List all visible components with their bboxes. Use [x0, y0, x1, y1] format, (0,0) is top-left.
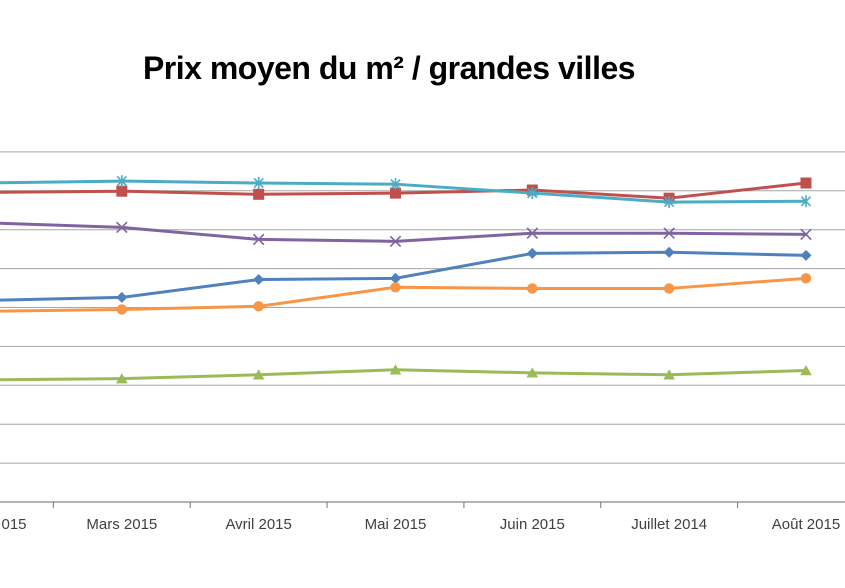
series-teal-asterisk-marker — [390, 178, 401, 191]
series-red-square-marker — [253, 188, 265, 200]
series-blue-diamond-marker — [389, 272, 401, 284]
series-green-triangle-marker — [116, 373, 128, 384]
x-tick-label: Juin 2015 — [500, 516, 565, 533]
series-teal-asterisk-marker — [527, 187, 538, 200]
x-tick-label: 015 — [1, 516, 26, 533]
series-blue-diamond-marker — [663, 246, 675, 258]
series-blue-diamond-marker — [526, 247, 538, 259]
series-red-square-marker — [800, 177, 812, 189]
series-blue-diamond-marker — [253, 273, 265, 285]
series-teal-asterisk-marker — [116, 175, 127, 188]
series-teal-asterisk-marker — [663, 196, 675, 209]
series-green-triangle-marker — [663, 369, 675, 380]
chart-title: Prix moyen du m² / grandes villes — [142, 50, 636, 86]
x-tick-label: Mai 2015 — [365, 516, 427, 533]
series-orange-circle-marker — [527, 283, 538, 294]
series-purple-x-marker — [800, 228, 812, 241]
series-green-triangle-marker — [389, 364, 402, 375]
series-purple-x-marker — [116, 221, 128, 234]
series-purple-x-marker — [663, 227, 675, 239]
series-red-square-marker — [389, 187, 401, 199]
series-green-triangle-marker — [800, 365, 812, 376]
series-teal-asterisk-marker — [253, 177, 264, 190]
series-orange-circle-marker — [253, 301, 264, 312]
x-tick-label: Avril 2015 — [225, 516, 291, 533]
series-blue-diamond-marker — [800, 249, 812, 261]
x-tick-label: Août 2015 — [772, 516, 840, 533]
series-purple-x-marker — [389, 235, 402, 248]
series-orange-circle-marker — [116, 304, 128, 315]
series-purple-x-marker — [526, 227, 539, 239]
x-tick-label: Mars 2015 — [86, 516, 157, 533]
series-red-square-marker — [116, 185, 128, 197]
series-green-triangle-marker — [252, 369, 265, 380]
series-orange-circle-marker — [663, 283, 675, 294]
series-orange-circle-marker — [800, 273, 812, 284]
series-teal-asterisk-marker — [800, 195, 812, 208]
series-orange-circle-marker — [390, 282, 401, 293]
x-tick-label: Juillet 2014 — [631, 516, 707, 533]
series-blue-diamond-marker — [116, 291, 128, 303]
series-purple-x-marker — [252, 233, 265, 246]
series-green-triangle-marker — [526, 367, 539, 378]
